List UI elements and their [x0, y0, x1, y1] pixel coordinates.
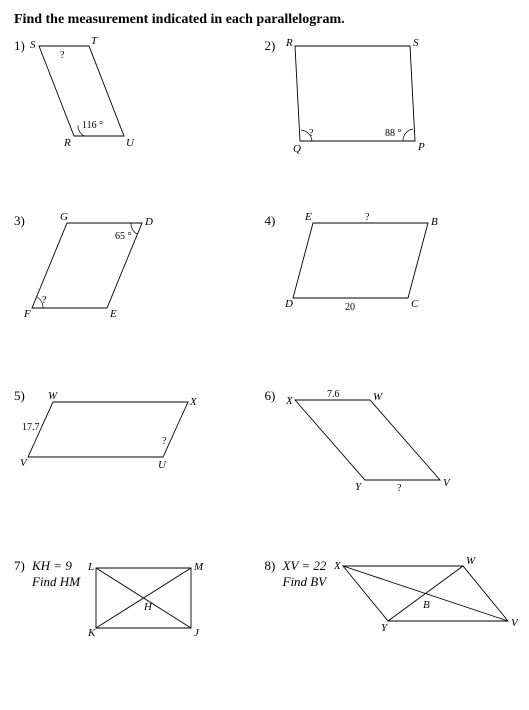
vertex-V: V: [443, 477, 451, 489]
problem-2: 2) R S P Q 88 ° ?: [265, 38, 516, 213]
problem-3: 3) G D F E 65 ° ?: [14, 213, 265, 388]
unknown-label: ?: [365, 212, 370, 223]
vertex-V: V: [20, 457, 28, 469]
side-label: 20: [345, 302, 355, 313]
problem-7: 7) KH = 9 Find HM L M K J H: [14, 558, 265, 698]
vertex-U: U: [126, 137, 135, 149]
vertex-J: J: [194, 627, 200, 639]
angle-arc: [402, 129, 412, 141]
angle-label: 65 °: [115, 231, 132, 242]
problem-5: 5) W X V U 17.7 ?: [14, 388, 265, 558]
vertex-X: X: [333, 560, 342, 572]
vertex-H: H: [143, 601, 153, 613]
vertex-C: C: [411, 298, 419, 310]
problem-4: 4) E B D C ? 20: [265, 213, 516, 388]
problem-number: 3): [14, 213, 25, 229]
problem-number: 6): [265, 388, 276, 404]
problem-number: 1): [14, 38, 25, 54]
vertex-G: G: [60, 211, 68, 223]
problem-number: 2): [265, 38, 276, 54]
vertex-T: T: [91, 35, 98, 47]
vertex-D: D: [284, 298, 293, 310]
parallelogram: [295, 400, 440, 480]
find-text: Find HM: [32, 574, 80, 589]
vertex-P: P: [417, 141, 425, 153]
vertex-B: B: [423, 599, 430, 611]
unknown-label: ?: [42, 295, 47, 306]
vertex-D: D: [144, 216, 153, 228]
problem-6: 6) X W Y V 7.6 ?: [265, 388, 516, 558]
side-label: 7.6: [327, 389, 340, 400]
diagonal: [388, 566, 463, 621]
page-title: Find the measurement indicated in each p…: [14, 12, 515, 28]
vertex-S: S: [413, 37, 419, 49]
unknown-label: ?: [162, 436, 167, 447]
vertex-L: L: [87, 561, 94, 573]
vertex-Y: Y: [355, 481, 363, 493]
vertex-B: B: [431, 216, 438, 228]
angle-label: 116 °: [82, 120, 103, 131]
vertex-S: S: [30, 39, 36, 51]
vertex-Q: Q: [293, 143, 301, 155]
find-text: Find BV: [283, 574, 327, 589]
vertex-X: X: [189, 396, 198, 408]
vertex-E: E: [304, 211, 312, 223]
vertex-R: R: [285, 37, 293, 49]
unknown-label: ?: [309, 128, 314, 139]
given-text: KH = 9: [32, 558, 72, 573]
vertex-W: W: [466, 555, 476, 567]
problem-8: 8) XV = 22 Find BV X W Y V B: [265, 558, 516, 698]
vertex-R: R: [63, 137, 71, 149]
parallelogram: [293, 223, 428, 298]
vertex-M: M: [193, 561, 204, 573]
problem-number: 4): [265, 213, 276, 229]
vertex-Y: Y: [381, 622, 389, 634]
problem-number: 5): [14, 388, 25, 404]
vertex-F: F: [23, 308, 31, 320]
parallelogram: [295, 46, 415, 141]
problem-number: 7): [14, 558, 25, 574]
given-text: XV = 22: [283, 558, 327, 573]
problem-number: 8): [265, 558, 276, 574]
vertex-E: E: [109, 308, 117, 320]
angle-arc: [131, 223, 137, 234]
vertex-K: K: [87, 627, 96, 639]
unknown-label: ?: [397, 483, 402, 494]
vertex-U: U: [158, 459, 167, 471]
problem-1: 1) S T U R 116 ° ?: [14, 38, 265, 213]
side-label: 17.7: [22, 422, 40, 433]
vertex-W: W: [48, 390, 58, 402]
vertex-X: X: [285, 395, 294, 407]
parallelogram: [28, 402, 188, 457]
unknown-label: ?: [60, 50, 65, 61]
angle-label: 88 °: [385, 128, 402, 139]
vertex-V: V: [511, 617, 519, 629]
vertex-W: W: [373, 391, 383, 403]
